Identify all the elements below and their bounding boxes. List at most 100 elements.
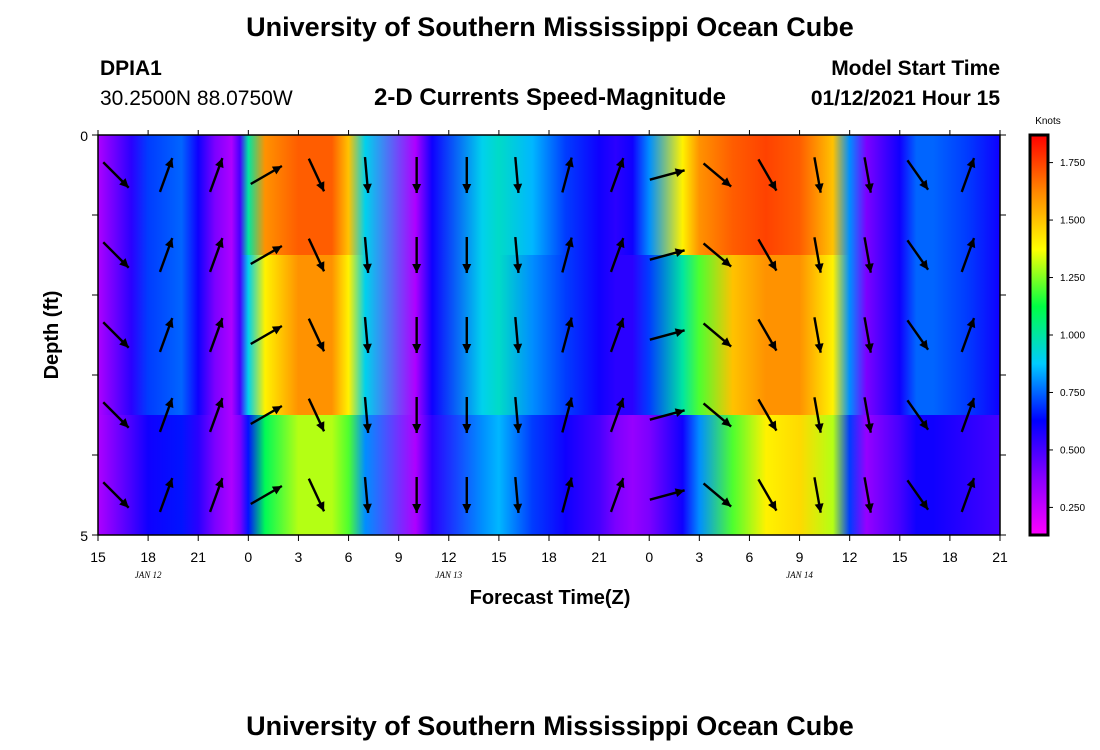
vector-head: [119, 498, 129, 508]
vector-head: [316, 501, 325, 512]
vector-head: [966, 478, 976, 489]
current-vector: [513, 396, 523, 434]
x-axis-label: Forecast Time(Z): [470, 587, 631, 609]
vector-head: [164, 238, 174, 249]
colorbar-tick-label: 0.500: [1060, 445, 1085, 456]
current-vector: [307, 398, 326, 432]
vector-head: [119, 338, 129, 348]
current-vector: [462, 317, 472, 353]
x-tick-label: 18: [541, 549, 557, 565]
vector-head: [564, 397, 574, 408]
vector-head: [615, 398, 625, 409]
current-vector: [649, 168, 685, 181]
current-vector: [102, 481, 130, 509]
current-vector: [960, 317, 976, 353]
heatmap-band-bottom: [98, 415, 1000, 535]
vector-head: [271, 246, 282, 255]
vector-head: [215, 478, 224, 489]
vector-head: [564, 157, 574, 168]
vector-head: [362, 183, 372, 193]
vector-head: [164, 478, 174, 489]
current-vector: [702, 162, 732, 188]
plot-title: 2-D Currents Speed-Magnitude: [374, 84, 726, 111]
vector-head: [362, 263, 372, 273]
colorbar-tick-label: 0.250: [1060, 503, 1085, 514]
vector-head: [564, 237, 574, 248]
current-vector: [960, 237, 976, 273]
x-tick-label: 21: [591, 549, 607, 565]
vector-head: [966, 238, 976, 249]
x-tick-label: 6: [746, 549, 754, 565]
current-vector: [863, 237, 874, 273]
current-vector: [102, 321, 130, 349]
x-tick-label: 12: [441, 549, 457, 565]
current-vector: [960, 477, 976, 513]
vector-head: [513, 503, 523, 513]
vector-head: [564, 477, 574, 488]
vector-head: [966, 158, 976, 169]
current-vector: [307, 478, 326, 512]
current-vector: [362, 316, 372, 354]
current-vector: [561, 157, 574, 193]
colorbar-tick-label: 1.750: [1060, 158, 1085, 169]
vector-head: [412, 264, 422, 273]
current-vector: [609, 477, 625, 513]
current-vectors: [102, 156, 976, 514]
heatmap-band-top: [98, 135, 1000, 255]
vector-head: [215, 318, 224, 329]
vector-head: [919, 259, 929, 270]
vector-head: [462, 264, 472, 273]
vector-head: [768, 180, 777, 191]
vector-head: [362, 503, 372, 513]
current-vector: [462, 157, 472, 193]
x-tick-label: 15: [892, 549, 908, 565]
vector-head: [271, 326, 282, 335]
vector-head: [615, 158, 625, 169]
current-vector: [702, 322, 732, 348]
current-vector: [609, 317, 625, 353]
vector-head: [674, 248, 685, 258]
current-vector: [513, 476, 523, 514]
x-tick-label: 21: [992, 549, 1008, 565]
y-tick-top: 0: [80, 128, 88, 144]
heatmap-plot: 15 18 21 0 3 6 9 12 15 18 21 0 3 6 9 12 15 18 21 JAN 12 JAN …: [90, 130, 1008, 580]
current-vector: [307, 318, 326, 352]
current-vector: [412, 317, 422, 353]
x-tick-label: 18: [140, 549, 156, 565]
vector-head: [215, 398, 224, 409]
current-vector: [960, 397, 976, 433]
vector-head: [721, 337, 732, 347]
station-id: DPIA1: [100, 57, 162, 80]
current-vector: [362, 156, 372, 194]
current-vector: [906, 319, 930, 351]
date-label: JAN 12: [135, 570, 162, 580]
current-vector: [757, 398, 778, 432]
vector-head: [271, 406, 282, 415]
vector-head: [864, 343, 874, 353]
current-vector: [702, 482, 732, 508]
current-vector: [757, 238, 778, 272]
y-axis-label: Depth (ft): [41, 291, 63, 380]
current-vector: [102, 241, 130, 269]
vector-head: [615, 478, 625, 489]
current-vector: [906, 479, 930, 511]
vector-head: [119, 178, 129, 188]
current-vector: [649, 488, 685, 501]
x-tick-label: 12: [842, 549, 858, 565]
current-vector: [702, 402, 732, 428]
vector-head: [362, 343, 372, 353]
vector-head: [864, 263, 874, 273]
vector-head: [462, 344, 472, 353]
vector-head: [362, 423, 372, 433]
vector-head: [674, 328, 685, 338]
current-vector: [863, 397, 874, 433]
current-vector: [513, 316, 523, 354]
x-tick-label: 6: [345, 549, 353, 565]
current-vector: [462, 477, 472, 513]
current-vector: [813, 157, 824, 193]
x-tick-label: 15: [491, 549, 507, 565]
colorbar-tick-label: 1.500: [1060, 216, 1085, 227]
current-vector: [208, 237, 224, 273]
current-vector: [250, 244, 283, 266]
